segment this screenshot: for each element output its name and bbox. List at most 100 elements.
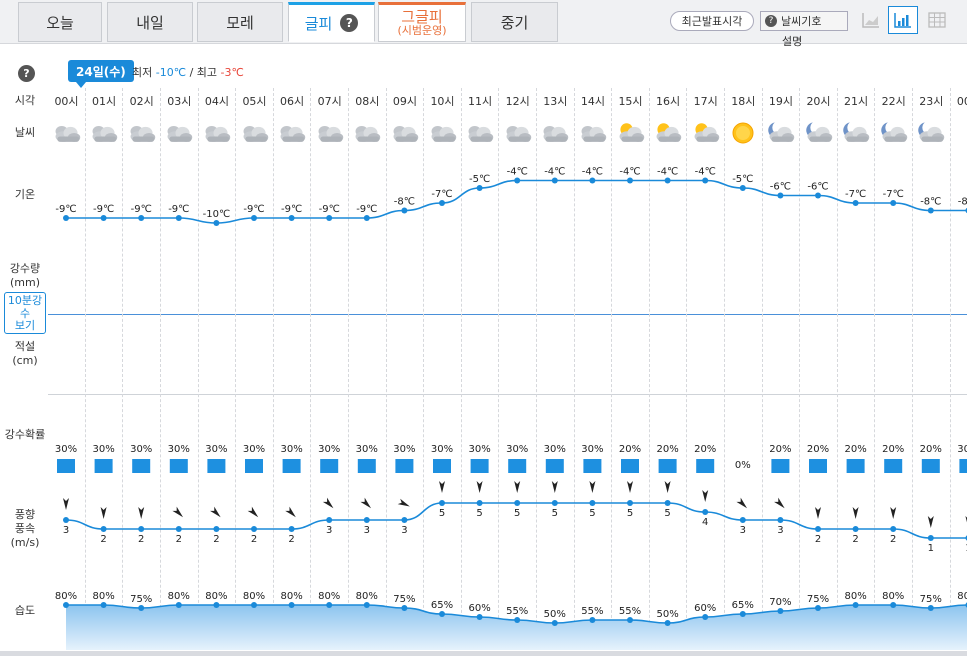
snow-divider — [48, 394, 967, 395]
temp-point — [288, 215, 295, 221]
precip-prob-label: 30% — [393, 444, 415, 455]
hour-label: 18시 — [731, 95, 756, 108]
tab-today[interactable]: 오늘 — [18, 2, 102, 42]
temp-label: -4℃ — [695, 167, 716, 178]
info-help-icon[interactable]: ? — [18, 65, 35, 82]
cloud-icon — [86, 118, 123, 148]
precip-prob-label: 20% — [807, 444, 829, 455]
wind-point — [815, 526, 821, 532]
humidity-point — [100, 602, 107, 608]
cloud-icon — [499, 118, 536, 148]
humidity-point — [739, 611, 746, 617]
weather-symbol-button[interactable]: ? 날씨기호 — [760, 11, 848, 31]
wind-point — [401, 517, 408, 523]
precip-prob-label: 30% — [280, 444, 302, 455]
tab-day-after[interactable]: 모레 — [197, 2, 283, 42]
humidity-point — [627, 617, 633, 623]
precip-prob-bar — [132, 459, 151, 473]
wind-arrow-icon — [322, 497, 334, 509]
precip-prob-bar — [433, 459, 451, 473]
hour-label: 16시 — [656, 95, 681, 108]
humidity-point — [927, 605, 934, 611]
temp-label: -4℃ — [507, 167, 528, 178]
date-label: 24일(수) — [76, 64, 126, 79]
precip-prob-bar — [282, 459, 301, 473]
wind-point — [213, 526, 220, 532]
latest-release-label: 최근발표시각 — [681, 15, 743, 28]
cloud-icon — [198, 118, 235, 148]
hour-label: 10시 — [430, 95, 455, 108]
temp-label: -9℃ — [319, 204, 340, 215]
row-label-snow: 적설 (cm) — [12, 340, 38, 367]
latest-release-button[interactable]: 최근발표시각 — [670, 11, 754, 31]
sun-cloud-icon — [650, 118, 687, 148]
precip-prob-bar — [545, 459, 564, 473]
wind-point — [439, 500, 445, 506]
temp-label: -4℃ — [582, 167, 603, 178]
precip-prob-bar — [921, 459, 940, 473]
temp-point — [627, 177, 633, 184]
bar-chart-view-icon[interactable] — [888, 6, 918, 34]
hour-label: 23시 — [919, 95, 944, 108]
humidity-point — [175, 602, 182, 608]
cloud-icon — [349, 118, 386, 148]
area-chart-view-icon[interactable] — [856, 6, 886, 34]
precip-prob-label: 0% — [735, 460, 751, 471]
ten-minute-precip-button[interactable]: 10분강수 보기 — [4, 292, 46, 334]
wind-speed-label: 2 — [288, 534, 294, 545]
precip-prob-label: 20% — [844, 444, 866, 455]
humidity-label: 65% — [732, 600, 754, 611]
wind-speed-label: 5 — [514, 508, 520, 519]
tab-midterm[interactable]: 중기 — [471, 2, 558, 42]
cloud-icon — [274, 118, 311, 148]
help-icon[interactable]: ? — [340, 14, 359, 32]
humidity-label: 80% — [882, 591, 904, 602]
wind-point — [890, 526, 897, 532]
precip-prob-bar — [470, 459, 489, 473]
tab-tomorrow[interactable]: 내일 — [107, 2, 193, 42]
table-view-icon[interactable] — [922, 6, 952, 34]
tab-day-after-label: 모레 — [226, 13, 254, 32]
humidity-label: 75% — [393, 594, 415, 605]
wind-speed-label: 2 — [890, 534, 896, 545]
temp-point — [664, 177, 671, 184]
temp-label: -9℃ — [243, 204, 264, 215]
humidity-point — [852, 602, 859, 608]
bottom-scrollbar[interactable] — [0, 651, 967, 656]
precip-prob-bar — [207, 459, 226, 473]
temp-point — [852, 200, 859, 206]
temp-label: -4℃ — [657, 167, 678, 178]
cloud-icon — [574, 118, 611, 148]
hour-label: 13시 — [543, 95, 568, 108]
precip-prob-bar — [696, 459, 715, 473]
temp-label: -6℃ — [770, 182, 791, 193]
wind-point — [63, 517, 69, 523]
precip-prob-bar — [508, 459, 527, 473]
humidity-point — [664, 620, 671, 626]
tab-geulpi[interactable]: 글피? — [288, 2, 375, 42]
precip-prob-bar — [809, 459, 827, 473]
precip-prob-bar — [169, 459, 188, 473]
precip-prob-label: 30% — [318, 444, 340, 455]
wind-arrow-icon — [852, 507, 859, 519]
wind-arrow-icon — [63, 498, 69, 510]
temp-point — [702, 177, 709, 184]
humidity-label: 65% — [431, 600, 453, 611]
hour-label: 07시 — [317, 95, 342, 108]
moon-cloud-icon — [838, 118, 875, 148]
cloud-icon — [161, 118, 198, 148]
humidity-point — [401, 605, 408, 611]
wind-arrow-icon — [890, 507, 897, 519]
wind-speed-label: 1 — [928, 543, 934, 554]
humidity-point — [326, 602, 333, 608]
humidity-point — [251, 602, 257, 608]
row-label-wind: 풍향 풍속 (m/s) — [10, 508, 40, 549]
temp-label: -4℃ — [619, 167, 640, 178]
wind-arrow-icon — [247, 506, 259, 518]
humidity-label: 80% — [280, 591, 302, 602]
wind-point — [363, 517, 370, 523]
temp-point — [363, 215, 370, 221]
precip-prob-label: 30% — [581, 444, 603, 455]
tab-geugeulpi[interactable]: 그글피 (시범운영) — [378, 2, 466, 42]
temp-point — [514, 177, 521, 184]
